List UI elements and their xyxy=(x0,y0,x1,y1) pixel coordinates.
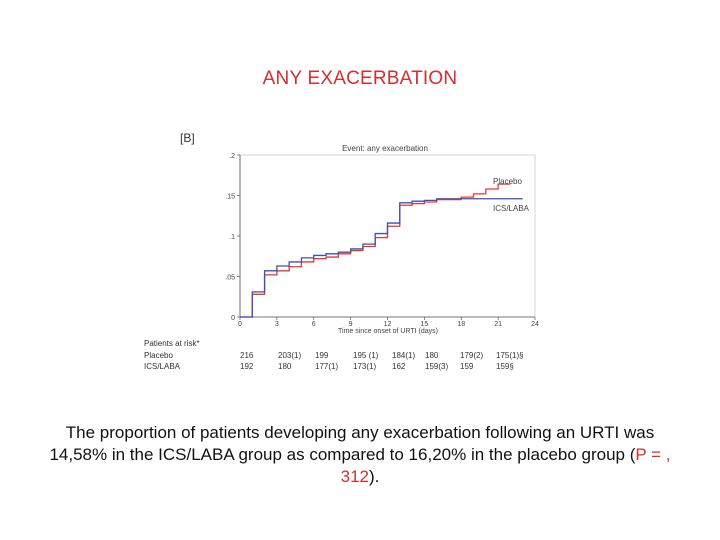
y-tick-label: .05 xyxy=(225,275,235,282)
y-tick-label: .1 xyxy=(229,234,235,241)
y-tick-label: .15 xyxy=(225,194,235,201)
series-line-ics-laba xyxy=(240,198,523,318)
x-ticks: 0 3 6 9 12 15 18 21 24 xyxy=(238,317,539,328)
risk-value: 173(1) xyxy=(353,362,376,371)
series-lines xyxy=(240,183,523,318)
risk-value: 192 xyxy=(240,362,254,371)
x-tick-label: 0 xyxy=(238,321,242,328)
p-value: P = , 312 xyxy=(340,445,671,486)
risk-value: 180 xyxy=(278,362,292,371)
x-tick-label: 15 xyxy=(420,321,428,328)
x-tick-label: 3 xyxy=(275,321,279,328)
x-tick-label: 9 xyxy=(349,321,353,328)
y-ticks: 0 .05 .1 .15 .2 xyxy=(225,153,240,322)
x-tick-label: 12 xyxy=(384,321,392,328)
risk-value: 195 (1) xyxy=(353,351,379,360)
slide-caption: The proportion of patients developing an… xyxy=(40,422,680,488)
y-tick-label: .2 xyxy=(229,153,235,160)
risk-value: 159(3) xyxy=(425,362,448,371)
km-figure: [B] Event: any exacerbation 0.05.1.15.2 … xyxy=(140,120,550,380)
risk-values: 216 203(1) 199 195 (1) 184(1) 180 179(2) 175(1)… xyxy=(240,351,524,371)
risk-value: 159 xyxy=(460,362,474,371)
caption-text: The proportion of patients developing an… xyxy=(49,423,655,464)
x-tick-label: 6 xyxy=(312,321,316,328)
series-label-ics-laba: ICS/LABA xyxy=(493,204,530,213)
risk-row-label-ics-laba: ICS/LABA xyxy=(144,362,181,371)
risk-value: 159§ xyxy=(496,362,514,371)
series-line-placebo xyxy=(240,183,511,318)
risk-table-header: Patients at risk* xyxy=(144,339,200,348)
slide-title: ANY EXACERBATION xyxy=(262,68,458,89)
risk-value: 179(2) xyxy=(460,351,483,360)
risk-value: 180 xyxy=(425,351,439,360)
risk-value: 216 xyxy=(240,351,254,360)
x-tick-label: 18 xyxy=(457,321,465,328)
risk-value: 162 xyxy=(392,362,406,371)
risk-value: 199 xyxy=(315,351,329,360)
x-axis-label: Time since onset of URTI (days) xyxy=(338,328,438,335)
risk-value: 175(1)§ xyxy=(496,351,524,360)
x-tick-label: 21 xyxy=(494,321,502,328)
risk-value: 203(1) xyxy=(278,351,301,360)
y-tick-label: 0 xyxy=(231,315,235,322)
risk-row-label-placebo: Placebo xyxy=(144,351,173,360)
chart-title: Event: any exacerbation xyxy=(342,144,428,153)
x-tick-label: 24 xyxy=(531,321,539,328)
panel-label: [B] xyxy=(180,131,195,145)
caption-end: ). xyxy=(368,467,380,486)
series-label-placebo: Placebo xyxy=(493,177,522,186)
risk-value: 184(1) xyxy=(392,351,415,360)
km-chart: [B] Event: any exacerbation 0.05.1.15.2 … xyxy=(144,131,539,371)
risk-value: 177(1) xyxy=(315,362,338,371)
